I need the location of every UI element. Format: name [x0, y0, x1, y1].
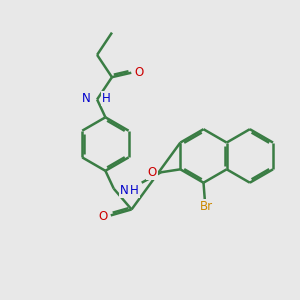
Text: O: O: [135, 66, 144, 79]
Text: N: N: [120, 184, 129, 196]
Text: N: N: [82, 92, 91, 105]
Text: Br: Br: [200, 200, 213, 213]
Text: H: H: [130, 184, 139, 196]
Text: O: O: [147, 166, 157, 179]
Text: H: H: [102, 92, 110, 105]
Text: O: O: [98, 210, 107, 224]
